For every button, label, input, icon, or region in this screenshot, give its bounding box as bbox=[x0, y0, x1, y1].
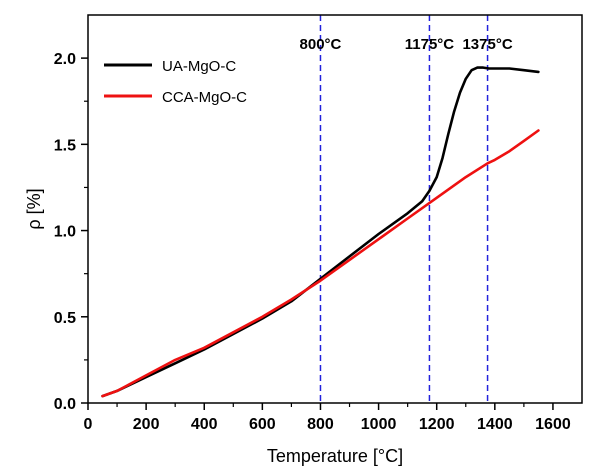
y-tick-label: 0.5 bbox=[54, 310, 76, 327]
x-tick-label: 0 bbox=[84, 416, 93, 433]
series-layer bbox=[101, 66, 540, 398]
x-tick-label: 1000 bbox=[361, 416, 397, 433]
annotation-label: 800°C bbox=[300, 36, 342, 53]
annotation-labels: 800°C 1175°C 1375°C bbox=[300, 36, 513, 53]
x-axis-title: Temperature [°C] bbox=[267, 446, 403, 466]
x-tick-label: 600 bbox=[249, 416, 276, 433]
y-tick-label: 1.0 bbox=[54, 224, 76, 241]
plot-frame bbox=[87, 14, 583, 404]
legend: UA-MgO-C CCA-MgO-C bbox=[104, 58, 247, 106]
y-tick-label: 1.5 bbox=[54, 137, 76, 154]
x-tick-label: 1600 bbox=[535, 416, 571, 433]
x-tick-label: 400 bbox=[191, 416, 218, 433]
annotation-lines bbox=[319, 15, 489, 403]
y-axis-title: ρ [%] bbox=[24, 188, 44, 229]
legend-label: UA-MgO-C bbox=[162, 58, 236, 75]
x-tick-label: 800 bbox=[307, 416, 334, 433]
y-tick-label: 0.0 bbox=[54, 396, 76, 413]
x-tick-label: 1400 bbox=[477, 416, 513, 433]
annotation-label: 1175°C bbox=[405, 36, 455, 53]
x-tick-label: 200 bbox=[133, 416, 160, 433]
series-line bbox=[101, 66, 540, 398]
x-tick-label: 1200 bbox=[419, 416, 455, 433]
y-tick-label: 2.0 bbox=[54, 51, 76, 68]
legend-label: CCA-MgO-C bbox=[162, 89, 247, 106]
x-axis: 0 200 400 600 800 1000 1200 1400 1600 bbox=[84, 403, 571, 433]
y-axis: 0.0 0.5 1.0 1.5 2.0 bbox=[54, 51, 88, 413]
annotation-label: 1375°C bbox=[462, 36, 512, 53]
series-line bbox=[101, 129, 540, 398]
